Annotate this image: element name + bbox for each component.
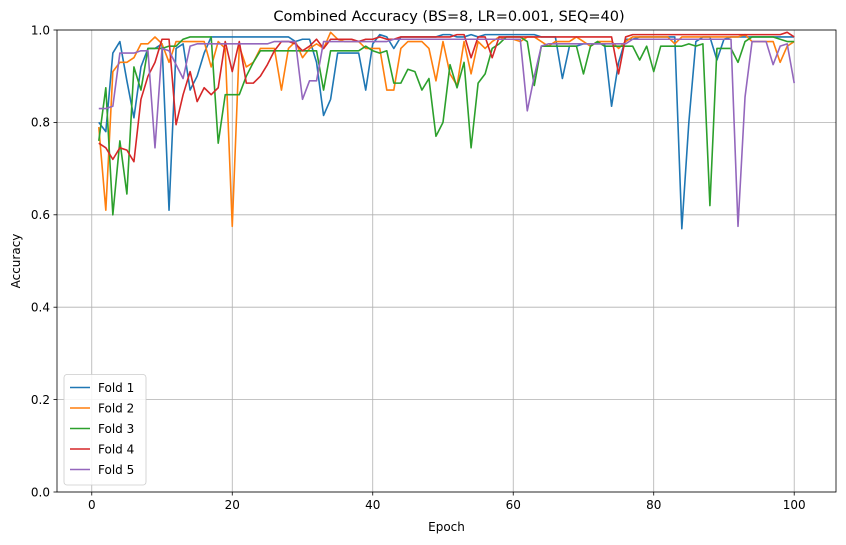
- x-axis-label: Epoch: [428, 520, 465, 534]
- plot-frame: [56, 29, 837, 493]
- series-line-fold-2: [97, 31, 795, 228]
- y-tick-label: 0.6: [31, 208, 50, 222]
- legend-label: Fold 5: [98, 463, 134, 477]
- y-tick-label: 0.0: [31, 485, 50, 499]
- legend: Fold 1 Fold 2 Fold 3 Fold 4 Fold 5: [63, 374, 147, 486]
- y-tick-label: 0.4: [31, 301, 50, 315]
- y-axis-label: Accuracy: [9, 234, 23, 289]
- x-tick-label: 40: [365, 498, 380, 512]
- y-tick-label: 0.2: [31, 393, 50, 407]
- x-tick-label: 0: [88, 498, 96, 512]
- legend-label: Fold 4: [98, 442, 134, 456]
- x-tick-label: 20: [225, 498, 240, 512]
- x-tick-label: 100: [783, 498, 806, 512]
- legend-label: Fold 3: [98, 422, 134, 436]
- series-line-fold-4: [98, 31, 795, 163]
- x-tick-label: 60: [506, 498, 521, 512]
- y-tick-label: 1.0: [31, 23, 50, 37]
- y-tick-label: 0.8: [31, 116, 50, 130]
- legend-label: Fold 1: [98, 381, 134, 395]
- legend-label: Fold 2: [98, 401, 134, 415]
- series-line-fold-1: [98, 33, 795, 230]
- x-tick-label: 80: [646, 498, 661, 512]
- legend-box: [63, 374, 147, 486]
- series-line-fold-3: [97, 36, 795, 216]
- chart-title: Combined Accuracy (BS=8, LR=0.001, SEQ=4…: [273, 9, 624, 25]
- series-lines: [97, 31, 795, 230]
- axis-ticks: 0 20 40 60 80 100 0.0 0.2 0.4 0.6 0.8 1.0: [31, 23, 806, 512]
- series-line-fold-5: [98, 38, 795, 228]
